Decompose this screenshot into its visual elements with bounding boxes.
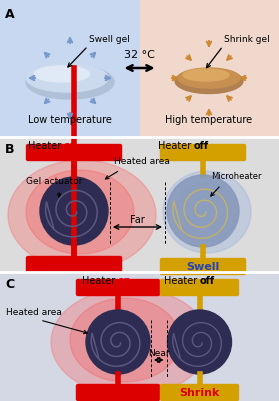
Text: Shrink: Shrink [179,388,220,398]
Bar [0,272,279,401]
Text: Far: Far [130,215,145,225]
FancyBboxPatch shape [76,279,160,296]
Ellipse shape [183,69,229,81]
Text: on: on [64,141,78,151]
Text: 32 °C: 32 °C [124,50,155,60]
Text: Heater: Heater [28,141,64,151]
Text: Low temperature: Low temperature [28,115,112,125]
Text: Swell gel: Swell gel [89,35,130,44]
Text: C: C [5,278,14,291]
Ellipse shape [51,288,209,396]
Text: Swell: Swell [186,262,220,272]
Circle shape [167,310,232,374]
Ellipse shape [8,160,156,270]
Text: Heater: Heater [164,276,200,286]
Text: Heated area: Heated area [6,308,62,317]
Bar [0,137,279,272]
Ellipse shape [163,171,251,253]
FancyBboxPatch shape [27,144,121,160]
Ellipse shape [35,66,90,82]
Ellipse shape [70,298,180,382]
Text: Heater: Heater [158,141,194,151]
FancyBboxPatch shape [160,259,246,275]
Text: Shrink: Shrink [54,260,94,270]
Circle shape [167,175,239,247]
Ellipse shape [177,183,237,241]
Bar [0,0,140,137]
Text: Gel actuator: Gel actuator [26,177,82,186]
FancyBboxPatch shape [160,279,239,296]
Text: Microheater: Microheater [211,172,261,181]
Ellipse shape [175,69,243,93]
Bar [140,0,279,137]
Text: Heater: Heater [82,276,118,286]
Ellipse shape [26,64,108,92]
Text: High temperature: High temperature [165,115,252,125]
Ellipse shape [178,68,240,88]
Text: Near: Near [148,349,170,358]
FancyBboxPatch shape [160,385,239,401]
FancyBboxPatch shape [160,144,246,160]
Circle shape [40,177,108,245]
Circle shape [86,310,150,374]
Text: on: on [118,276,132,286]
FancyBboxPatch shape [27,257,121,273]
Text: Shrink gel: Shrink gel [224,35,270,44]
FancyBboxPatch shape [76,385,160,401]
Text: Shrink: Shrink [98,388,138,398]
Text: B: B [5,143,15,156]
Text: Heated area: Heated area [114,157,170,166]
Text: off: off [194,141,209,151]
Text: off: off [200,276,215,286]
Ellipse shape [26,65,114,99]
Text: A: A [5,8,15,21]
Ellipse shape [26,170,134,254]
